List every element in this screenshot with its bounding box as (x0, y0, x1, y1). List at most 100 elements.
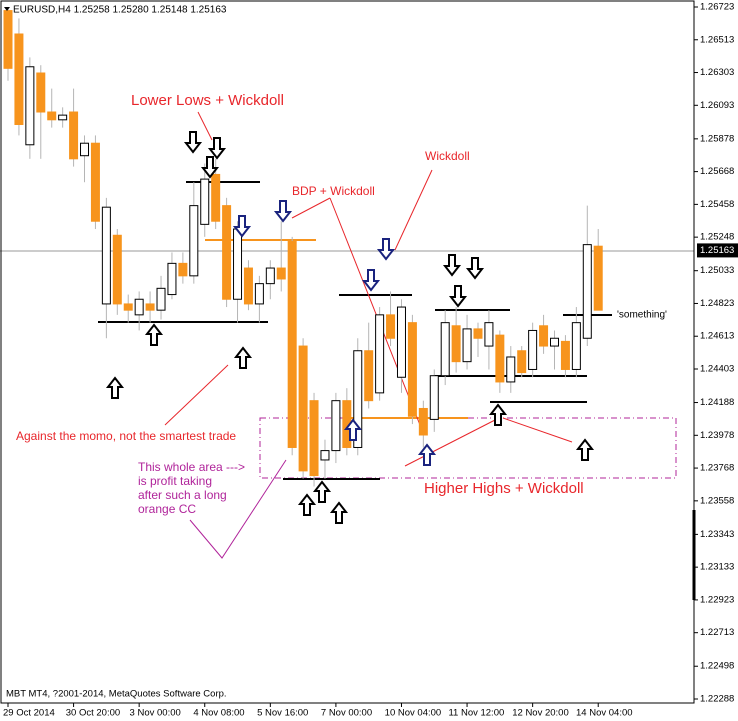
candle-body (309, 400, 319, 477)
candle-body (211, 173, 221, 222)
arrow (376, 238, 396, 261)
y-tick-label: 1.23768 (700, 463, 734, 474)
candle-body (528, 329, 538, 370)
y-tick-label: 1.25878 (700, 133, 734, 144)
candle-body (484, 322, 494, 347)
candle-body (156, 287, 166, 311)
x-tick-label: 10 Nov 04:00 (385, 708, 442, 719)
current-price-box (697, 243, 738, 258)
candle-body (495, 334, 505, 383)
candle-body (473, 328, 483, 339)
pointer (164, 364, 229, 426)
y-tick-label: 1.22288 (700, 694, 734, 705)
candle-body (451, 325, 461, 363)
annotation: orange CC (138, 502, 196, 516)
candle-body (200, 178, 210, 225)
candle-body (462, 328, 472, 363)
arrow (329, 501, 349, 524)
arrow (448, 285, 468, 308)
chart-title: EURUSD,H4 1.25258 1.25280 1.25148 1.2516… (13, 5, 227, 16)
y-tick-label: 1.24403 (700, 364, 734, 375)
candle-body (440, 322, 450, 377)
pointer (291, 197, 331, 219)
y-tick-label: 1.26723 (700, 2, 734, 13)
y-tick-label: 1.25033 (700, 265, 734, 276)
candle-body (375, 314, 385, 394)
candle-body (550, 337, 559, 347)
candle-body (101, 206, 111, 305)
arrow (233, 346, 253, 369)
candle-body (90, 142, 100, 222)
x-tick-label: 12 Nov 20:00 (512, 708, 569, 719)
pointer (394, 169, 433, 251)
y-tick-label: 1.25668 (700, 166, 734, 177)
y-tick-label: 1.23978 (700, 430, 734, 441)
arrow (361, 269, 381, 292)
pointer (404, 419, 496, 467)
arrow (183, 131, 203, 154)
annotation: Against the momo, not the smartest trade (16, 429, 236, 443)
y-tick-label: 1.26093 (700, 100, 734, 111)
candle-body (517, 350, 527, 374)
arrow (200, 156, 220, 179)
x-tick-label: 4 Nov 08:00 (193, 708, 244, 719)
annotation: Wickdoll (425, 149, 470, 163)
annotation: This whole area ---> (138, 460, 245, 474)
candle-body (25, 66, 35, 146)
y-tick-label: 1.24823 (700, 298, 734, 309)
pointer-lines (164, 111, 573, 467)
x-tick-label: 3 Nov 00:00 (130, 708, 181, 719)
y-tick-label: 1.24188 (700, 397, 734, 408)
drawings (0, 111, 694, 559)
y-tick-label: 1.26303 (700, 67, 734, 78)
candle-body (298, 345, 308, 472)
arrow (273, 200, 293, 223)
pointer (197, 111, 213, 141)
candle-body (287, 241, 297, 448)
candle-body (506, 356, 516, 383)
candle-body (58, 114, 68, 121)
arrow (232, 215, 252, 238)
candle-body (178, 262, 188, 277)
candle-body (407, 322, 417, 417)
pointer (329, 197, 421, 426)
x-tick-label: 7 Nov 00:00 (321, 708, 372, 719)
arrow (488, 403, 508, 426)
arrow (105, 376, 125, 399)
y-tick-label: 1.25458 (700, 199, 734, 210)
menu-icon (4, 7, 10, 11)
candle-body (112, 234, 122, 305)
annotation: BDP + Wickdoll (292, 184, 375, 198)
candle-body (189, 205, 199, 277)
candle-body (134, 298, 144, 316)
arrow (442, 254, 462, 277)
arrow (312, 480, 332, 503)
candle-body (47, 111, 57, 121)
candle-body (3, 10, 13, 69)
candle-body (396, 306, 406, 378)
y-tick-label: 1.24613 (700, 331, 734, 342)
candle-body (69, 111, 79, 160)
candle-body (418, 407, 428, 436)
x-tick-label: 29 Oct 2014 (3, 708, 55, 719)
arrow (297, 493, 317, 516)
candle-body (386, 314, 396, 339)
candle-body (36, 72, 46, 113)
candle-body (593, 245, 603, 311)
candle-body (233, 228, 243, 300)
candle-body (222, 205, 232, 300)
candle-body (560, 340, 570, 370)
y-tick-label: 1.23343 (700, 529, 734, 540)
candle-body (429, 375, 439, 420)
candle-body (276, 267, 286, 280)
pointer (502, 417, 573, 443)
candle-body (320, 450, 330, 461)
y-tick-label: 1.23558 (700, 495, 734, 506)
candle-body (254, 283, 264, 305)
y-tick-label: 1.22923 (700, 594, 734, 605)
candle-body (14, 33, 24, 125)
y-tick-label: 1.25248 (700, 232, 734, 243)
candle-body (80, 142, 90, 157)
annotation: after such a long (138, 488, 227, 502)
